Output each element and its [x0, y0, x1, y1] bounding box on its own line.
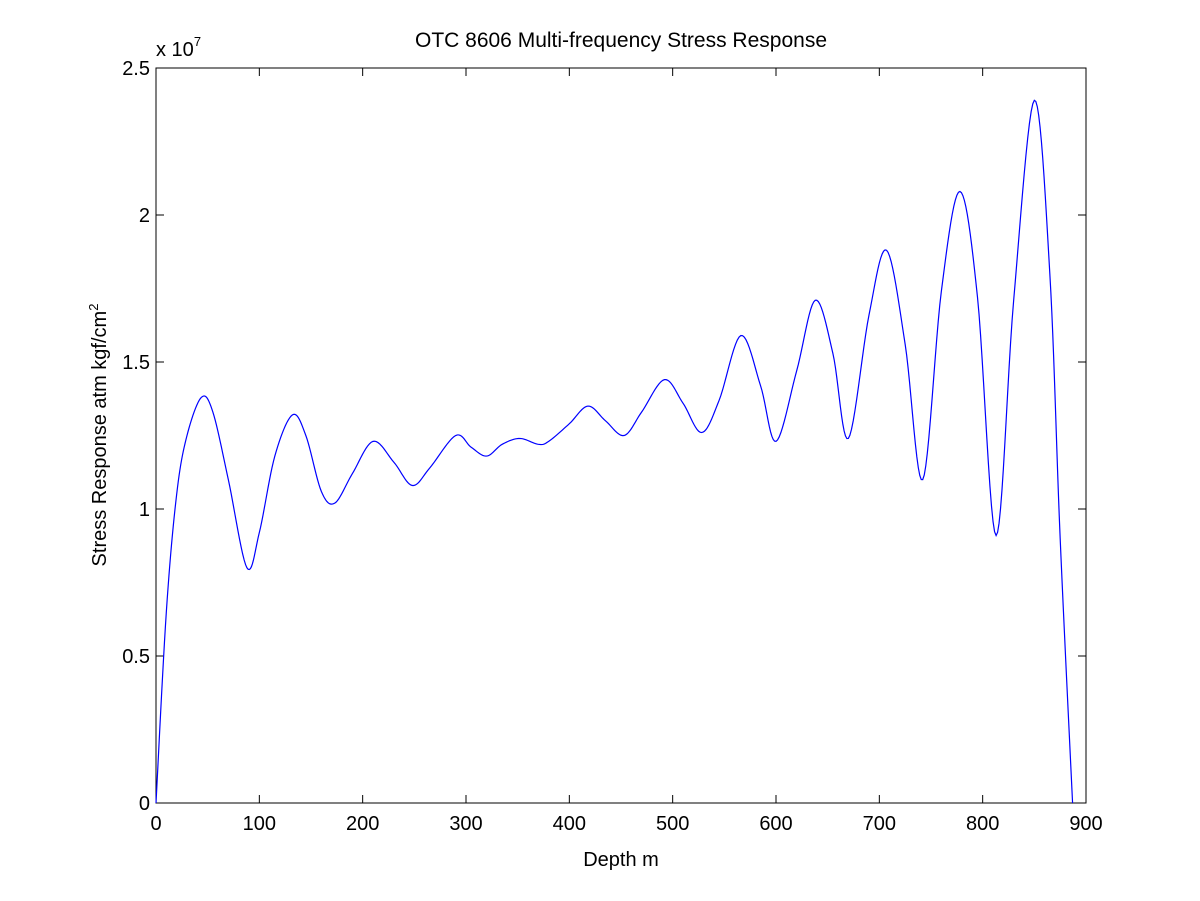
data-point [815, 300, 816, 301]
x-tick-label: 700 [863, 813, 896, 835]
data-point [775, 441, 776, 442]
data-point [471, 447, 472, 448]
data-point [959, 191, 960, 192]
data-point [664, 379, 665, 380]
y-tick-label: 0.5 [122, 646, 150, 668]
data-point [519, 438, 520, 439]
data-point [166, 611, 167, 612]
data-point [922, 479, 923, 480]
data-point [886, 250, 887, 251]
data-point [259, 532, 260, 533]
data-point [701, 432, 702, 433]
chart-title: OTC 8606 Multi-frequency Stress Response [415, 29, 827, 52]
data-point [1013, 300, 1014, 301]
x-axis-label: Depth m [583, 849, 659, 871]
data-point [155, 802, 156, 803]
x-tick-label: 200 [346, 813, 379, 835]
x-tick-label: 300 [449, 813, 482, 835]
data-point [502, 444, 503, 445]
data-point [186, 435, 187, 436]
data-point [1060, 538, 1061, 539]
y-tick-label: 2 [139, 205, 150, 227]
data-point [719, 400, 720, 401]
data-point [569, 423, 570, 424]
y-tick-label: 2.5 [122, 58, 150, 80]
axis-tick-labels: 0 100 200 300 400 500 600 700 800 900 0 0.5 1 1.5 2 2.5 [122, 58, 1103, 835]
data-point [605, 420, 606, 421]
data-point [274, 455, 275, 456]
y-tick-label: 0 [139, 793, 150, 815]
data-point [832, 353, 833, 354]
data-point [977, 297, 978, 298]
data-point [682, 403, 683, 404]
data-point [641, 411, 642, 412]
data-point [212, 411, 213, 412]
data-point [941, 291, 942, 292]
data-point [393, 461, 394, 462]
data-point [352, 473, 353, 474]
data-point [305, 435, 306, 436]
data-point [228, 479, 229, 480]
data-point [796, 370, 797, 371]
data-point [176, 494, 177, 495]
data-point [996, 535, 997, 536]
x-tick-label: 100 [243, 813, 276, 835]
y-axis-label: Stress Response atm kgf/cm2 [86, 304, 111, 567]
data-point [868, 314, 869, 315]
stress-response-line [155, 99, 1074, 804]
axis-ticks [155, 67, 1087, 804]
data-point [1034, 100, 1035, 101]
x-tick-label: 400 [553, 813, 586, 835]
x-tick-label: 500 [656, 813, 689, 835]
x-tick-label: 800 [966, 813, 999, 835]
data-point [201, 397, 202, 398]
data-point [538, 444, 539, 445]
data-point [429, 467, 430, 468]
data-point [848, 438, 849, 439]
x-tick-label: 600 [759, 813, 792, 835]
x-tick-label: 900 [1069, 813, 1102, 835]
x-tick-label: 0 [150, 813, 161, 835]
data-point [412, 485, 413, 486]
data-point [486, 455, 487, 456]
y-axis-exponent: x 107 [156, 34, 201, 61]
data-point [1049, 273, 1050, 274]
data-point [321, 491, 322, 492]
data-point [740, 335, 741, 336]
data-point [905, 344, 906, 345]
data-point [548, 441, 549, 442]
data-point [372, 441, 373, 442]
data-point [760, 385, 761, 386]
data-point [292, 414, 293, 415]
data-point [246, 567, 247, 568]
data-point [1072, 802, 1073, 803]
data-point [334, 503, 335, 504]
y-tick-label: 1.5 [122, 352, 150, 374]
data-point [455, 435, 456, 436]
data-point [624, 435, 625, 436]
y-tick-label: 1 [139, 499, 150, 521]
data-point [587, 406, 588, 407]
